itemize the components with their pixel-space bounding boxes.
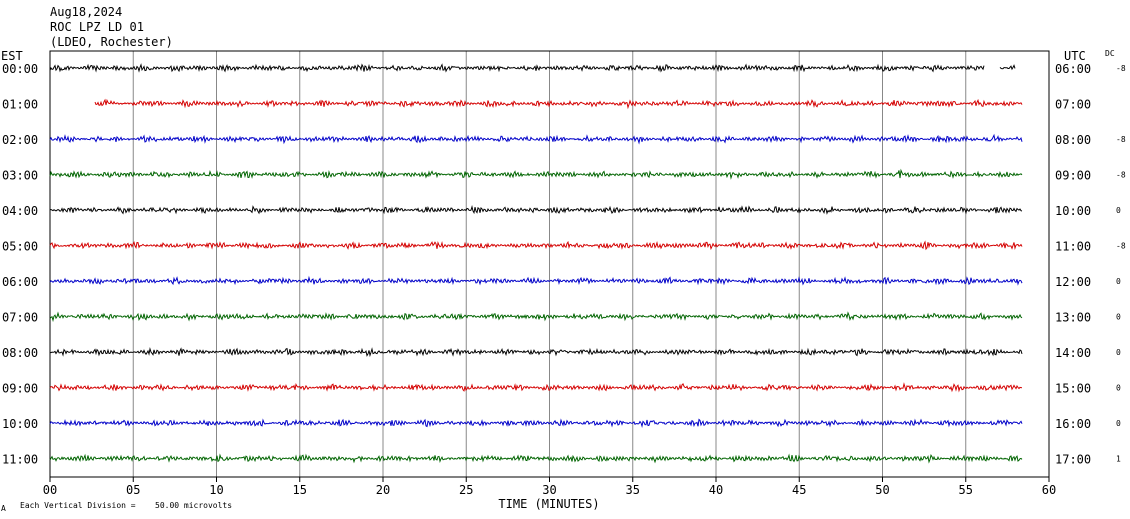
utc-row-label: 07:00 [1055, 98, 1091, 112]
dc-value: 0 [1116, 277, 1121, 286]
est-row-label: 03:00 [2, 169, 38, 183]
utc-row-label: 17:00 [1055, 453, 1091, 467]
est-row-label: 10:00 [2, 417, 38, 431]
x-tick-label: 45 [792, 483, 806, 497]
utc-row-label: 09:00 [1055, 169, 1091, 183]
dc-value: -8 [1116, 135, 1126, 144]
x-tick-label: 05 [126, 483, 140, 497]
station-label: ROC LPZ LD 01 [50, 20, 144, 34]
seismic-trace [49, 63, 1016, 73]
x-axis-ticks: 00 05 10 15 20 25 30 35 40 45 50 55 60 [43, 477, 1056, 497]
x-tick-label: 40 [709, 483, 723, 497]
seismic-trace [49, 168, 1023, 180]
est-row-label: 01:00 [2, 98, 38, 112]
x-tick-label: 25 [459, 483, 473, 497]
utc-row-label: 12:00 [1055, 275, 1091, 289]
est-row-label: 02:00 [2, 133, 38, 147]
row-labels: 00:00 06:00 -8 01:00 07:00 02:00 08:00 -8 03:00 0… [2, 62, 1126, 467]
scale-value: 50.00 microvolts [155, 501, 232, 510]
seismic-trace [49, 275, 1023, 286]
x-tick-label: 00 [43, 483, 57, 497]
dc-value: 0 [1116, 384, 1121, 393]
seismic-trace [49, 453, 1023, 464]
x-tick-label: 35 [626, 483, 640, 497]
dc-value: -8 [1116, 64, 1126, 73]
utc-row-label: 10:00 [1055, 204, 1091, 218]
seismic-trace [49, 418, 1023, 428]
x-axis-title: TIME (MINUTES) [498, 497, 599, 511]
corner-mark: A [1, 504, 6, 513]
scale-note: Each Vertical Division = [20, 501, 136, 510]
utc-row-label: 08:00 [1055, 133, 1091, 147]
dc-value: 0 [1116, 348, 1121, 357]
est-row-label: 06:00 [2, 275, 38, 289]
seismic-trace [94, 98, 1023, 110]
est-axis-label: EST [1, 49, 23, 63]
est-row-label: 11:00 [2, 453, 38, 467]
x-tick-label: 55 [959, 483, 973, 497]
est-row-label: 07:00 [2, 311, 38, 325]
dc-label: DC [1105, 49, 1115, 58]
x-tick-label: 15 [293, 483, 307, 497]
dc-value: 0 [1116, 313, 1121, 322]
grid-lines [132, 51, 967, 477]
seismic-trace [49, 311, 1023, 323]
est-row-label: 00:00 [2, 62, 38, 76]
seismic-trace [49, 205, 1023, 215]
utc-row-label: 13:00 [1055, 311, 1091, 325]
x-tick-label: 60 [1042, 483, 1056, 497]
dc-value: 0 [1116, 419, 1121, 428]
trace-group [49, 63, 1023, 464]
x-tick-label: 20 [376, 483, 390, 497]
utc-axis-label: UTC [1064, 49, 1086, 63]
dc-value: 1 [1116, 455, 1121, 464]
est-row-label: 05:00 [2, 240, 38, 254]
utc-row-label: 15:00 [1055, 382, 1091, 396]
dc-value: -8 [1116, 242, 1126, 251]
utc-row-label: 11:00 [1055, 240, 1091, 254]
x-tick-label: 50 [875, 483, 889, 497]
seismic-trace [49, 240, 1023, 251]
network-label: (LDEO, Rochester) [50, 35, 173, 49]
x-tick-label: 30 [542, 483, 556, 497]
est-row-label: 08:00 [2, 346, 38, 360]
dc-value: -8 [1116, 171, 1126, 180]
record-date: Aug18,2024 [50, 5, 122, 19]
utc-row-label: 16:00 [1055, 417, 1091, 431]
x-tick-label: 10 [209, 483, 223, 497]
est-row-label: 09:00 [2, 382, 38, 396]
dc-value: 0 [1116, 206, 1121, 215]
seismic-trace [49, 133, 1023, 145]
utc-row-label: 14:00 [1055, 346, 1091, 360]
seismic-trace [49, 382, 1023, 393]
est-row-label: 04:00 [2, 204, 38, 218]
seismic-trace [49, 346, 1023, 358]
utc-row-label: 06:00 [1055, 62, 1091, 76]
